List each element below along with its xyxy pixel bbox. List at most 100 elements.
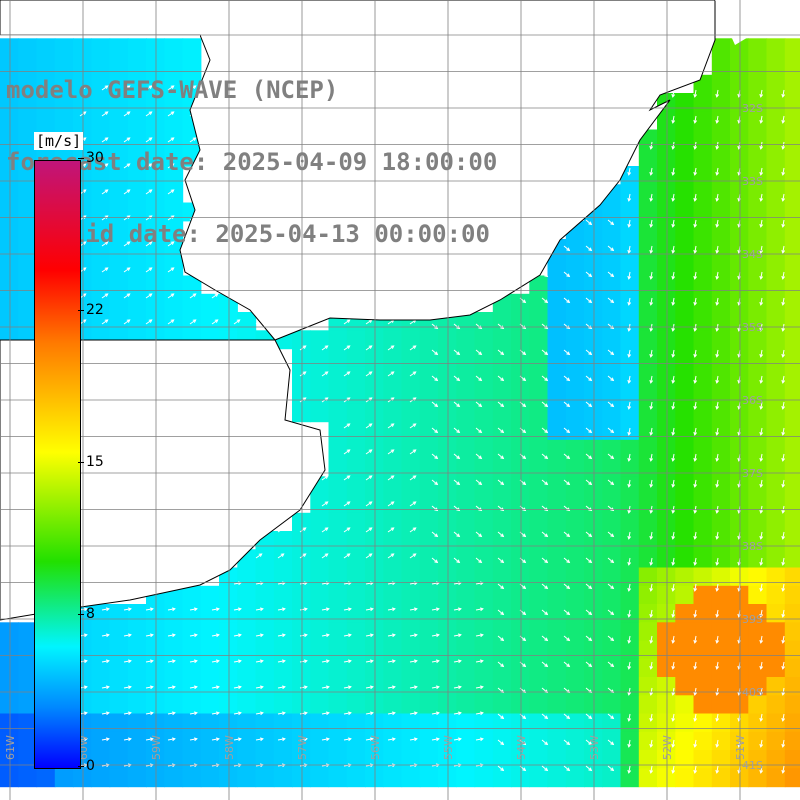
wind-speed-cell bbox=[200, 585, 220, 605]
wind-arrow bbox=[627, 349, 632, 358]
wind-arrow bbox=[453, 349, 461, 356]
wind-speed-cell bbox=[766, 275, 786, 295]
wind-arrow bbox=[671, 115, 676, 124]
wind-speed-cell bbox=[492, 403, 512, 423]
wind-speed-cell bbox=[18, 56, 38, 76]
wind-speed-cell bbox=[511, 731, 530, 751]
wind-arrow bbox=[101, 633, 110, 638]
wind-speed-cell bbox=[18, 239, 38, 258]
wind-speed-cell bbox=[36, 38, 56, 58]
wind-arrow bbox=[387, 711, 396, 716]
wind-arrow bbox=[759, 219, 764, 228]
wind-speed-cell bbox=[328, 622, 348, 642]
wind-arrow bbox=[607, 635, 615, 642]
wind-arrow bbox=[627, 167, 632, 176]
wind-speed-cell bbox=[584, 585, 603, 605]
wind-speed-cell bbox=[638, 147, 658, 167]
wind-speed-cell bbox=[127, 93, 147, 112]
wind-arrow bbox=[715, 271, 720, 280]
wind-speed-cell bbox=[383, 695, 403, 715]
wind-speed-cell bbox=[657, 695, 676, 715]
wind-arrow bbox=[167, 163, 175, 169]
wind-speed-cell bbox=[146, 731, 165, 751]
wind-speed-cell bbox=[146, 166, 165, 185]
wind-speed-cell bbox=[474, 385, 494, 404]
wind-speed-cell bbox=[638, 640, 658, 660]
wind-speed-cell bbox=[748, 403, 768, 423]
wind-arrow bbox=[211, 659, 220, 664]
wind-speed-cell bbox=[164, 658, 184, 678]
wind-speed-cell bbox=[383, 330, 403, 350]
wind-speed-cell bbox=[784, 202, 800, 222]
wind-speed-cell bbox=[730, 458, 749, 477]
wind-arrow bbox=[321, 607, 330, 612]
wind-speed-cell bbox=[638, 458, 658, 477]
wind-arrow bbox=[79, 659, 88, 664]
wind-speed-cell bbox=[547, 695, 567, 715]
wind-speed-cell bbox=[328, 439, 348, 459]
wind-speed-cell bbox=[657, 549, 676, 569]
wind-arrow bbox=[387, 345, 395, 351]
wind-speed-cell bbox=[310, 768, 330, 788]
wind-speed-cell bbox=[675, 257, 695, 277]
wind-speed-cell bbox=[748, 38, 768, 58]
wind-speed-cell bbox=[91, 166, 111, 185]
wind-arrow bbox=[693, 219, 698, 228]
wind-speed-cell bbox=[328, 750, 348, 769]
wind-arrow bbox=[343, 737, 352, 742]
wind-speed-cell bbox=[529, 695, 549, 715]
wind-speed-cell bbox=[310, 622, 330, 642]
wind-speed-cell bbox=[273, 750, 293, 769]
wind-speed-cell bbox=[127, 129, 147, 149]
wind-speed-cell bbox=[620, 403, 640, 423]
wind-arrow bbox=[541, 635, 549, 642]
wind-arrow bbox=[101, 685, 110, 690]
wind-speed-cell bbox=[711, 385, 731, 404]
wind-speed-cell bbox=[584, 439, 603, 459]
wind-speed-cell bbox=[18, 275, 38, 295]
lon-label: 57W bbox=[296, 735, 309, 760]
wind-speed-cell bbox=[255, 768, 275, 788]
wind-arrow bbox=[781, 349, 786, 358]
wind-arrow bbox=[101, 163, 109, 169]
wind-speed-cell bbox=[456, 330, 476, 350]
wind-arrow bbox=[299, 737, 308, 742]
wind-arrow bbox=[365, 449, 373, 455]
wind-arrow bbox=[365, 527, 373, 533]
wind-speed-cell bbox=[419, 439, 439, 459]
wind-arrow bbox=[607, 583, 615, 590]
wind-arrow bbox=[671, 219, 676, 228]
wind-speed-cell bbox=[36, 111, 56, 131]
wind-speed-cell bbox=[365, 330, 384, 350]
wind-arrow bbox=[715, 453, 720, 462]
wind-speed-cell bbox=[310, 658, 330, 678]
wind-speed-cell bbox=[18, 257, 38, 277]
wind-arrow bbox=[693, 141, 698, 150]
wind-speed-cell bbox=[511, 476, 530, 496]
wind-speed-cell bbox=[492, 750, 512, 769]
wind-speed-cell bbox=[474, 458, 494, 477]
wind-speed-cell bbox=[511, 348, 530, 368]
wind-speed-cell bbox=[547, 750, 567, 769]
land-north bbox=[0, 0, 716, 341]
wind-speed-cell bbox=[109, 695, 129, 715]
wind-speed-cell bbox=[438, 549, 457, 569]
wind-arrow bbox=[123, 319, 131, 325]
wind-arrow bbox=[365, 501, 373, 507]
wind-speed-cell bbox=[18, 713, 38, 733]
wind-speed-cell bbox=[419, 494, 439, 514]
wind-speed-cell bbox=[766, 93, 786, 112]
wind-speed-cell bbox=[784, 257, 800, 277]
wind-arrow bbox=[387, 501, 395, 507]
wind-speed-cell bbox=[711, 147, 731, 167]
wind-arrow bbox=[715, 167, 720, 176]
wind-speed-cell bbox=[127, 239, 147, 258]
wind-speed-cell bbox=[565, 567, 585, 587]
wind-speed-cell bbox=[273, 549, 293, 569]
wind-speed-cell bbox=[419, 512, 439, 532]
wind-speed-cell bbox=[200, 312, 220, 331]
wind-speed-cell bbox=[711, 512, 731, 532]
wind-arrow bbox=[431, 401, 439, 408]
wind-arrow bbox=[649, 583, 654, 592]
